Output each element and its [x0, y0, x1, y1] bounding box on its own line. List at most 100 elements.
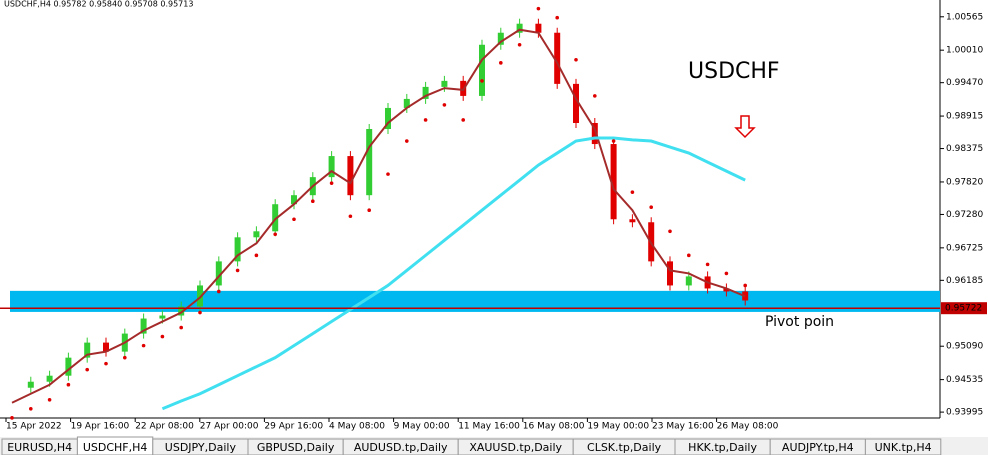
tab-label[interactable]: USDJPY,Daily [165, 441, 237, 454]
candle-body [667, 261, 673, 286]
sar-dot [705, 262, 710, 267]
candle-body [27, 381, 34, 388]
tab-label[interactable]: XAUUSD.tp,Daily [469, 441, 562, 454]
candle-body [215, 261, 222, 286]
sar-dot [10, 416, 14, 420]
candle-body [103, 342, 109, 352]
tab-label[interactable]: CLSK.tp,Daily [587, 441, 662, 454]
tab-label[interactable]: GBPUSD,Daily [257, 441, 335, 454]
y-tick-label: 0.96185 [946, 276, 983, 286]
x-tick-label: 23 May 16:00 [652, 422, 714, 432]
sar-dot [668, 229, 672, 234]
sar-dot [630, 190, 635, 194]
y-tick-label: 0.99470 [946, 78, 983, 88]
x-tick-label: 11 May 16:00 [458, 422, 520, 432]
candle-body [65, 357, 72, 376]
sar-dot [47, 397, 52, 402]
sar-dot [329, 181, 334, 185]
candle-body [497, 32, 504, 45]
candle-body [347, 156, 354, 196]
y-tick-label: 0.97280 [946, 210, 983, 220]
sar-dot [649, 205, 653, 210]
x-tick-label: 22 Apr 08:00 [135, 422, 194, 432]
tab-label[interactable]: USDCHF,H4 [83, 441, 148, 454]
y-tick-label: 1.00010 [946, 46, 983, 56]
candle-body [366, 129, 373, 196]
y-tick-label: 0.98915 [946, 112, 983, 122]
candle-body [272, 204, 279, 232]
sar-dot [461, 118, 466, 122]
sar-dot [198, 310, 202, 315]
candle-body [441, 80, 448, 87]
x-tick-label: 19 Apr 16:00 [71, 422, 130, 432]
candle-body [535, 23, 542, 33]
tab-label[interactable]: AUDJPY.tp,H4 [782, 441, 854, 454]
sar-dot [367, 208, 372, 213]
tab-label[interactable]: HKK.tp,Daily [688, 441, 757, 454]
sar-dot [123, 355, 127, 360]
candle-body [610, 144, 617, 220]
tab[interactable] [864, 438, 942, 455]
sar-dot [85, 367, 89, 372]
y-tick-label: 0.94535 [946, 375, 983, 385]
tab-label[interactable]: UNK.tp,H4 [875, 441, 932, 454]
x-tick-label: 4 May 08:00 [329, 422, 385, 432]
candle-body [253, 231, 260, 238]
x-tick-label: 19 May 00:00 [587, 422, 649, 432]
tab-label[interactable]: EURUSD,H4 [7, 441, 72, 454]
tab-label[interactable]: AUDUSD.tp,Daily [354, 441, 448, 454]
candle-body [159, 315, 166, 319]
sar-dot [517, 42, 522, 47]
candle-body [479, 44, 485, 96]
x-tick-label: 15 Apr 2022 [6, 422, 62, 432]
candle-body [554, 32, 561, 84]
y-tick-label: 1.00565 [946, 12, 983, 22]
sar-dot [386, 172, 390, 176]
sar-dot [611, 139, 616, 143]
support-zone [10, 290, 940, 312]
symbol-annotation: USDCHF [688, 59, 780, 84]
candle-body [629, 219, 636, 223]
candle-body [403, 98, 410, 108]
candle-body [573, 83, 579, 123]
sar-dot [593, 94, 597, 98]
candle-body [140, 318, 147, 334]
candle-body [197, 285, 203, 307]
x-tick-label: 9 May 00:00 [394, 422, 450, 432]
candle-body [46, 375, 53, 382]
sar-dot [423, 118, 428, 122]
y-tick-label: 0.95090 [946, 342, 983, 352]
sar-dot [141, 343, 146, 348]
x-tick-label: 26 May 08:00 [717, 422, 779, 432]
pivot-label-box [941, 302, 987, 315]
sar-dot [179, 325, 183, 330]
candle-body [291, 195, 297, 205]
moving-average [161, 136, 746, 411]
candle-body [422, 86, 429, 99]
sar-dot [724, 271, 729, 276]
candle-body [234, 237, 241, 262]
candle-body [84, 342, 91, 358]
candle-body [723, 288, 730, 292]
pivot-annotation: Pivot poin [765, 314, 834, 330]
candle-body [591, 122, 598, 145]
sar-dot [743, 283, 747, 288]
x-tick-label: 27 Apr 00:00 [200, 422, 259, 432]
sar-dot [348, 214, 353, 219]
sar-dot [480, 79, 484, 83]
y-tick-label: 0.97820 [946, 177, 983, 187]
sar-dot [273, 232, 278, 237]
sar-dot [292, 217, 296, 222]
moving-average [11, 28, 746, 404]
sar-dot [536, 6, 541, 11]
sar-dot [574, 58, 578, 62]
candle-body [685, 276, 692, 286]
sar-dot [687, 253, 691, 258]
x-tick-label: 16 May 08:00 [523, 422, 585, 432]
sar-dot [555, 15, 559, 20]
sar-dot [499, 61, 503, 65]
sar-dot [405, 139, 409, 143]
sar-dot [254, 253, 259, 258]
